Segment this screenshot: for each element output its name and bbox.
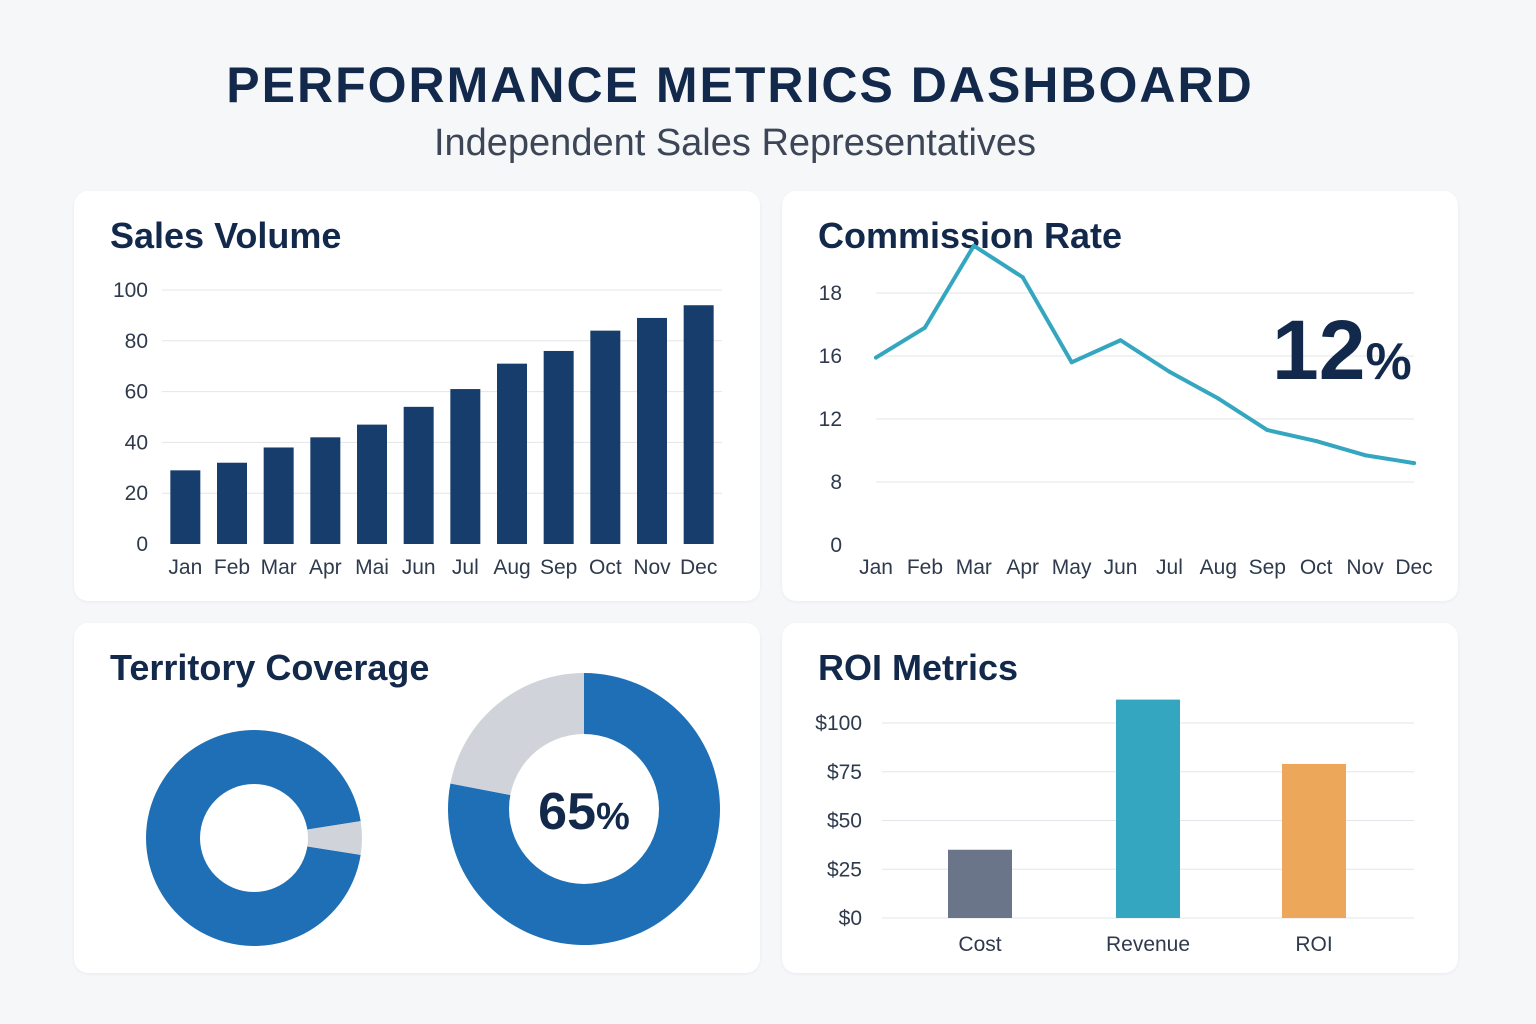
x-tick-label: Nov <box>633 556 671 579</box>
x-tick-label: Dec <box>680 556 717 579</box>
x-tick-label: Oct <box>589 556 622 579</box>
x-tick-label: Cost <box>958 933 1001 956</box>
page-subtitle: Independent Sales Representatives <box>433 122 1037 164</box>
y-tick-label: 12 <box>819 408 842 431</box>
sales-volume-card: Sales Volume 0 20 40 60 80 100 Jan Feb Mar Apr Mai… <box>74 191 760 601</box>
line-point-jun <box>1118 338 1123 343</box>
bar-jul <box>450 389 481 544</box>
line-point-aug <box>1216 396 1221 401</box>
bar-mar <box>263 447 294 544</box>
bar-mai <box>357 424 387 544</box>
bar-aug <box>497 363 527 544</box>
x-tick-label: Aug <box>1200 556 1237 579</box>
bar-revenue <box>1116 699 1180 918</box>
commission-rate-card: Commission Rate 0 8 12 16 18 Jan Feb Mar Apr May J… <box>782 191 1458 601</box>
x-tick-label: Revenue <box>1106 933 1190 956</box>
x-tick-label: Oct <box>1300 556 1333 579</box>
commission-highlight-value: 12% <box>1272 303 1412 397</box>
territory-coverage-chart: 65% <box>146 673 720 946</box>
bar-nov <box>637 317 667 544</box>
y-tick-label: 0 <box>830 534 842 557</box>
bar-sep <box>543 350 574 544</box>
x-tick-label: Dec <box>1395 556 1432 579</box>
bar-jan <box>170 470 201 544</box>
line-point-jul <box>1167 369 1172 374</box>
bar-cost <box>948 849 1012 918</box>
y-tick-label: 16 <box>819 345 842 368</box>
y-tick-label: 18 <box>819 282 842 305</box>
x-tick-label: Sep <box>1249 556 1286 579</box>
y-tick-label: $0 <box>839 907 862 930</box>
roi-metrics-card: ROI Metrics $0 $25 $50 $75 $100 Cost Revenue RO… <box>782 623 1458 973</box>
x-tick-label: Mar <box>956 556 992 579</box>
bar-jun <box>403 406 434 544</box>
line-point-apr <box>1020 275 1025 280</box>
x-tick-label: Jun <box>1104 556 1138 579</box>
y-tick-label: $100 <box>815 712 862 735</box>
commission-rate-chart: 0 8 12 16 18 Jan Feb Mar Apr May Jun Jul Aug Sep Oct No… <box>819 243 1433 579</box>
y-tick-label: 8 <box>830 471 842 494</box>
x-tick-label: Aug <box>493 556 530 579</box>
sales-volume-chart: 0 20 40 60 80 100 Jan Feb Mar Apr Mai Jun Jul Aug Sep O… <box>113 279 722 579</box>
line-point-nov <box>1363 453 1368 458</box>
coverage-percent-label: 65% <box>538 783 630 841</box>
y-tick-label: $50 <box>827 810 862 833</box>
x-tick-label: Mai <box>355 556 389 579</box>
y-tick-label: $25 <box>827 858 862 881</box>
x-tick-label: Apr <box>309 556 342 579</box>
x-tick-label: Jul <box>1156 556 1183 579</box>
x-tick-label: Sep <box>540 556 577 579</box>
y-tick-label: 20 <box>125 482 148 505</box>
x-tick-label: Feb <box>214 556 250 579</box>
y-tick-label: 100 <box>113 279 148 302</box>
roi-metrics-title: ROI Metrics <box>818 647 1019 688</box>
page-title: PERFORMANCE METRICS DASHBOARD <box>226 57 1254 113</box>
y-tick-label: 0 <box>136 533 148 556</box>
x-tick-label: May <box>1052 556 1092 579</box>
y-tick-label: 60 <box>125 381 148 404</box>
line-point-mar <box>971 243 976 248</box>
x-tick-label: Apr <box>1006 556 1039 579</box>
sales-volume-title: Sales Volume <box>110 215 342 256</box>
territory-coverage-card: Territory Coverage 65% <box>74 623 760 973</box>
x-tick-label: Mar <box>261 556 297 579</box>
bar-feb <box>217 462 247 544</box>
x-tick-label: Nov <box>1346 556 1384 579</box>
line-point-feb <box>922 325 927 330</box>
line-point-jan <box>874 355 878 360</box>
line-point-dec <box>1412 461 1416 466</box>
x-tick-label: ROI <box>1295 933 1332 956</box>
y-tick-label: 80 <box>125 330 148 353</box>
territory-coverage-title: Territory Coverage <box>110 647 430 688</box>
bar-dec <box>683 305 714 544</box>
large-donut-hole <box>509 734 659 884</box>
commission-line <box>874 243 1416 466</box>
x-tick-label: Jul <box>452 556 479 579</box>
x-tick-label: Jan <box>859 556 893 579</box>
roi-metrics-chart: $0 $25 $50 $75 $100 Cost Revenue ROI <box>815 699 1414 956</box>
x-tick-label: Jan <box>168 556 202 579</box>
bar-apr <box>310 437 341 544</box>
y-tick-label: 40 <box>125 431 148 454</box>
line-point-sep <box>1265 428 1270 433</box>
line-point-oct <box>1314 439 1319 444</box>
bar-oct <box>590 330 621 544</box>
y-tick-label: $75 <box>827 761 862 784</box>
line-point-may <box>1069 360 1074 365</box>
bar-roi <box>1282 763 1346 918</box>
small-donut-hole <box>200 784 308 892</box>
x-tick-label: Jun <box>402 556 436 579</box>
x-tick-label: Feb <box>907 556 943 579</box>
